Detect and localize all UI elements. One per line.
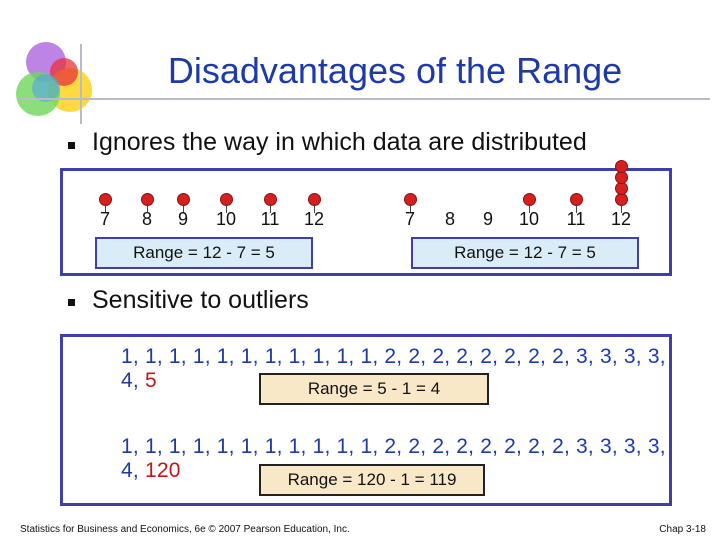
- dot-stem: [226, 204, 227, 213]
- dot-stem: [314, 204, 315, 213]
- sequence-1-max: 5: [144, 369, 157, 392]
- dot-stem: [147, 204, 148, 213]
- axis-label-right-12: 12: [610, 209, 632, 229]
- range-box-right: Range = 12 - 7 = 5: [411, 237, 639, 269]
- square-bullet-icon: [68, 142, 75, 149]
- title-divider-vertical: [80, 44, 82, 124]
- axis-label-right-9: 9: [482, 209, 494, 229]
- data-dot: [615, 160, 628, 173]
- range-box-2: Range = 120 - 1 = 119: [259, 464, 485, 496]
- axis-label-right-8: 8: [444, 209, 456, 229]
- range-box-left: Range = 12 - 7 = 5: [95, 237, 313, 269]
- dot-stem: [105, 204, 106, 213]
- axis-label-left-12: 12: [303, 209, 325, 229]
- dot-stem: [621, 204, 622, 213]
- axis-label-left-9: 9: [177, 209, 189, 229]
- bullet-1-text: Ignores the way in which data are distri…: [92, 128, 587, 156]
- axis-label-left-10: 10: [215, 209, 237, 229]
- sequence-2: 1, 1, 1, 1, 1, 1, 1, 1, 1, 1, 1, 2, 2, 2…: [121, 435, 669, 483]
- square-bullet-icon: [68, 299, 75, 306]
- title-divider-horizontal: [20, 98, 710, 100]
- footer-copyright: Statistics for Business and Economics, 6…: [20, 524, 350, 535]
- overlapping-circles-logo-icon: [16, 42, 92, 116]
- range-box-1: Range = 5 - 1 = 4: [259, 373, 489, 405]
- sequence-2-max: 120: [144, 459, 181, 482]
- axis-label-left-7: 7: [99, 209, 111, 229]
- footer-page-number: Chap 3-18: [659, 524, 706, 535]
- axis-label-right-7: 7: [404, 209, 416, 229]
- axis-label-right-11: 11: [566, 209, 586, 229]
- sequence-1-values: 1, 1, 1, 1, 1, 1, 1, 1, 1, 1, 1, 2, 2, 2…: [121, 345, 666, 392]
- axis-label-left-8: 8: [141, 209, 153, 229]
- dot-stem: [529, 204, 530, 213]
- slide-title: Disadvantages of the Range: [167, 50, 623, 91]
- dot-stem: [270, 204, 271, 213]
- dot-stem: [410, 204, 411, 213]
- bullet-2-text: Sensitive to outliers: [92, 286, 309, 314]
- dot-stem: [183, 204, 184, 213]
- outlier-panel: 1, 1, 1, 1, 1, 1, 1, 1, 1, 1, 1, 2, 2, 2…: [60, 334, 672, 506]
- dot-stem: [576, 204, 577, 213]
- sequence-1: 1, 1, 1, 1, 1, 1, 1, 1, 1, 1, 1, 2, 2, 2…: [121, 345, 669, 393]
- axis-label-right-10: 10: [518, 209, 540, 229]
- axis-label-left-11: 11: [260, 209, 280, 229]
- distribution-panel: 7 8 9 10 11 12 7 8 9 10 11 12 Range = 12 - 7 = 5 R…: [60, 160, 672, 276]
- sequence-2-values: 1, 1, 1, 1, 1, 1, 1, 1, 1, 1, 1, 2, 2, 2…: [121, 435, 666, 482]
